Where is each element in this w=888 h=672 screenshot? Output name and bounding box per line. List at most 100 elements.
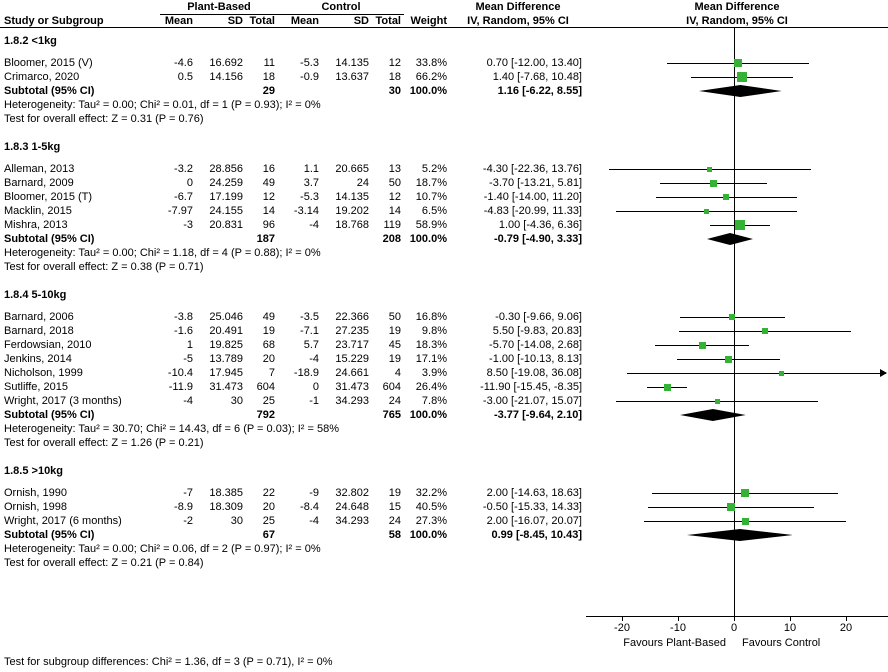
study-name: Jenkins, 2014: [4, 353, 72, 365]
zero-effect-line: [734, 28, 735, 616]
study-name: Bloomer, 2015 (V): [4, 57, 93, 69]
subtotal-diamond: [699, 85, 782, 101]
plant-total: 96: [262, 219, 275, 231]
ci-plot-cell: [586, 204, 888, 218]
study-name: Wright, 2017 (3 months): [4, 395, 122, 407]
effect-marker: [704, 208, 710, 214]
plant-sd: 24.259: [209, 177, 243, 189]
control-mean: 0: [312, 381, 319, 393]
subtotal-plot-cell: [586, 232, 888, 246]
control-sd: 22.366: [335, 311, 369, 323]
plot-column-title: Mean Difference: [694, 1, 780, 13]
plant-sd: 14.156: [209, 71, 243, 83]
study-weight: 3.9%: [421, 367, 447, 379]
ci-plot-cell: [586, 486, 888, 500]
plant-total: 22: [262, 487, 275, 499]
study-name: Ornish, 1998: [4, 501, 67, 513]
effect-marker: [698, 341, 706, 349]
subtotal-label: Subtotal (95% CI): [4, 85, 95, 97]
axis-line: [586, 616, 888, 617]
subtotal-md-ci-text: 0.99 [-8.45, 10.43]: [491, 529, 582, 541]
control-mean: -9: [309, 487, 319, 499]
control-mean: -4: [309, 219, 319, 231]
control-total: 19: [388, 353, 401, 365]
subtotal-weight: 100.0%: [409, 85, 447, 97]
plant-sd: 18.385: [209, 487, 243, 499]
control-total: 18: [388, 71, 401, 83]
control-mean: 1.1: [303, 163, 319, 175]
subtotal-md-ci-text: 1.16 [-6.22, 8.55]: [497, 85, 582, 97]
subtotal-control-sd: [322, 528, 372, 542]
spacer-row: [0, 478, 888, 486]
study-weight: 17.1%: [415, 353, 447, 365]
effect-marker: [727, 503, 736, 511]
plant-total: 12: [262, 191, 275, 203]
heterogeneity-text: Heterogeneity: Tau² = 0.00; Chi² = 0.06,…: [4, 543, 321, 555]
control-total: 45: [388, 339, 401, 351]
control-sd: 34.293: [335, 395, 369, 407]
ci-plot-cell: [586, 56, 888, 70]
subgroup-title: 1.8.2 <1kg: [4, 35, 57, 47]
col-header-study: Study or Subgroup: [4, 15, 104, 27]
control-sd: 34.293: [335, 515, 369, 527]
subtotal-control-total: 765: [382, 409, 401, 421]
subtotal-diamond: [686, 529, 793, 545]
effect-marker: [709, 179, 717, 187]
study-row: Nicholson, 1999 -10.4 17.945 7 -18.9 24.661 4 3…: [0, 366, 888, 380]
plant-mean: -6.7: [174, 191, 193, 203]
axis-tick-label: -20: [614, 622, 630, 634]
plant-sd: 24.155: [209, 205, 243, 217]
ci-plot-cell: [586, 352, 888, 366]
study-name: Sutliffe, 2015: [4, 381, 69, 393]
control-sd: 31.473: [335, 381, 369, 393]
control-mean: 5.7: [303, 339, 319, 351]
subtotal-plant-total: 187: [256, 233, 275, 245]
study-weight: 33.8%: [415, 57, 447, 69]
study-weight: 58.9%: [415, 219, 447, 231]
subtotal-plant-mean: [160, 408, 196, 422]
axis-tick-label: 10: [783, 622, 797, 634]
subgroup-title-row: 1.8.3 1-5kg: [0, 140, 888, 154]
control-mean: -3.14: [293, 205, 319, 217]
header-group-row: Plant-Based Control Mean Difference Mean…: [0, 0, 888, 15]
plant-sd: 31.473: [209, 381, 243, 393]
plant-sd: 30: [230, 515, 243, 527]
ci-plot-cell: [586, 190, 888, 204]
control-sd: 14.135: [335, 191, 369, 203]
plant-mean: -11.9: [168, 381, 193, 393]
subgroup-title-row: 1.8.2 <1kg: [0, 34, 888, 48]
control-total: 13: [388, 163, 401, 175]
spacer-row: [0, 274, 888, 288]
study-weight: 7.8%: [421, 395, 447, 407]
plant-sd: 20.491: [209, 325, 243, 337]
study-weight: 16.8%: [415, 311, 447, 323]
control-sd: 24.661: [335, 367, 369, 379]
axis-area: -20 -10 0 10 20 Favours Plant-Based Favours Co…: [586, 612, 888, 652]
heterogeneity-row: Heterogeneity: Tau² = 0.00; Chi² = 0.01,…: [0, 98, 888, 112]
subtotal-weight: 100.0%: [409, 233, 447, 245]
ci-plot-cell: [586, 500, 888, 514]
plant-total: 14: [262, 205, 275, 217]
study-row: Mishra, 2013 -3 20.831 96 -4 18.768 119 58.9% 1.…: [0, 218, 888, 232]
control-total: 24: [388, 515, 401, 527]
plant-sd: 19.825: [209, 339, 243, 351]
ci-plot-cell: [586, 218, 888, 232]
subgroup-title: 1.8.3 1-5kg: [4, 141, 61, 153]
subtotal-plant-total: 29: [262, 85, 275, 97]
subtotal-control-mean: [278, 528, 322, 542]
subtotal-control-total: 30: [388, 85, 401, 97]
ci-plot-cell: [586, 338, 888, 352]
ci-plot-cell: [586, 394, 888, 408]
ci-line: [627, 373, 886, 374]
study-row: Jenkins, 2014 -5 13.789 20 -4 15.229 19 17.1% -1…: [0, 352, 888, 366]
subtotal-row: Subtotal (95% CI) 187 208 100.0% -0.79 [-4.9…: [0, 232, 888, 246]
subtotal-diamond: [706, 233, 753, 249]
col-header-md-ci: IV, Random, 95% CI: [467, 15, 569, 27]
study-row: Alleman, 2013 -3.2 28.856 16 1.1 20.665 13 5.2%…: [0, 162, 888, 176]
study-weight: 27.3%: [415, 515, 447, 527]
subtotal-control-mean: [278, 84, 322, 98]
subtotal-plant-sd: [196, 84, 246, 98]
axis-tick-label: 0: [730, 622, 738, 634]
control-total: 12: [388, 191, 401, 203]
ci-plot-cell: [586, 366, 888, 380]
